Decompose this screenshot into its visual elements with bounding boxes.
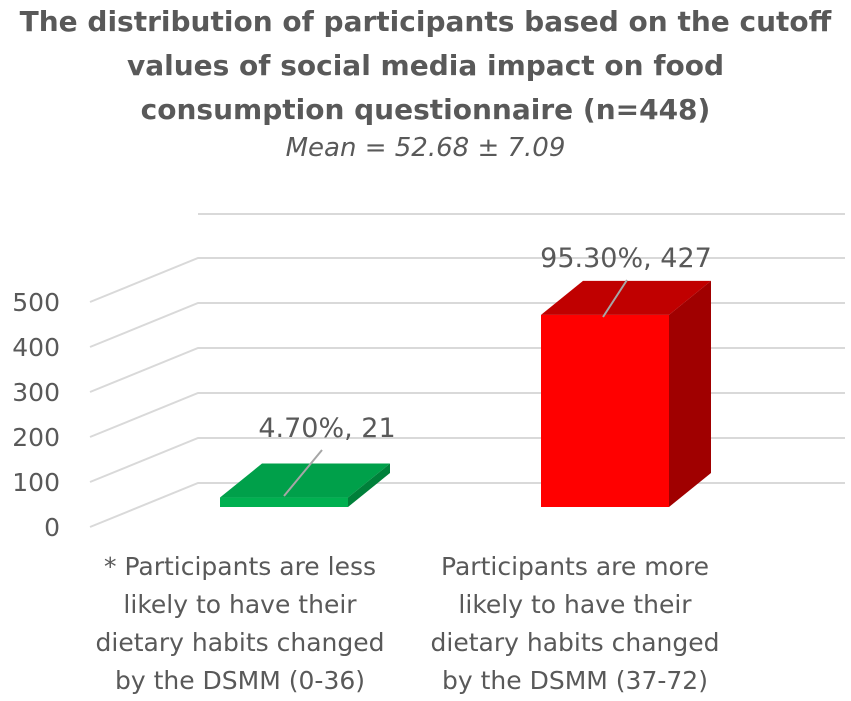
x-category-label-less-likely: * Participants are less likely to have t… (60, 548, 420, 700)
chart-title-line-2: values of social media impact on food (126, 49, 725, 82)
data-label: 4.70%, 21 (258, 413, 395, 444)
chart-subtitle: Mean = 52.68 ± 7.09 (285, 133, 566, 163)
x-category-label-line: Participants are more (441, 552, 709, 581)
x-category-label-line: * Participants are less (104, 552, 376, 581)
y-tick-label: 300 (12, 378, 60, 407)
x-category-label-line: by the DSMM (0-36) (114, 666, 366, 695)
x-category-label-more-likely: Participants are more likely to have the… (395, 548, 755, 700)
gridline (89, 302, 845, 348)
x-category-label-line: dietary habits changed (95, 628, 385, 657)
y-tick-label: 200 (12, 423, 60, 452)
bar-top (541, 280, 711, 315)
gridline (89, 392, 845, 438)
gridline (89, 347, 845, 393)
x-category-label-line: likely to have their (123, 590, 357, 619)
y-tick-label: 0 (44, 513, 60, 542)
x-category-label-line: by the DSMM (37-72) (442, 666, 708, 695)
bar-front (541, 314, 669, 507)
bar-side (348, 463, 390, 507)
data-label: 95.30%, 427 (540, 243, 712, 274)
chart-title-block: The distribution of participants based o… (0, 0, 851, 164)
chart-title-line-3: consumption questionnaire (n=448) (140, 93, 711, 126)
x-category-label-line: likely to have their (458, 590, 692, 619)
gridline (89, 437, 845, 483)
data-label-leader (283, 449, 323, 497)
y-tick-label: 100 (12, 468, 60, 497)
bar-top (220, 463, 390, 498)
gridline (89, 482, 845, 528)
x-category-label-line: dietary habits changed (430, 628, 720, 657)
chart-title-line-1: The distribution of participants based o… (19, 5, 832, 38)
y-tick-label: 500 (12, 288, 60, 317)
bar-front (220, 497, 348, 507)
y-tick-label: 400 (12, 333, 60, 362)
gridline (89, 257, 845, 303)
data-label-leader (602, 279, 628, 318)
bar-side (669, 280, 711, 507)
